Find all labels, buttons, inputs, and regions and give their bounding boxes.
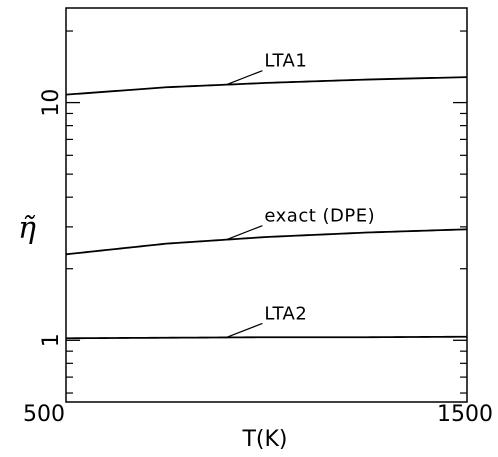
x-tick-label: 1500 [437, 402, 493, 427]
x-axis-label: T(K) [241, 427, 287, 452]
tick-labels: 1 10 500 1500 [23, 89, 493, 427]
label-leaders [226, 70, 263, 338]
leader-line [226, 70, 263, 86]
plot-frame [65, 7, 468, 403]
x-tick-label: 500 [23, 402, 65, 427]
curve-labels: LTA1 exact (DPE) LTA2 [264, 51, 375, 325]
y-tick-label: 10 [39, 89, 64, 117]
y-tick-label: 1 [39, 333, 64, 347]
curve-label: LTA1 [264, 51, 307, 72]
leader-line [226, 225, 263, 241]
y-axis-label: η̃ [18, 211, 36, 246]
minor-ticks [66, 30, 467, 394]
leader-line [226, 322, 263, 338]
series-line [65, 335, 468, 340]
major-ticks [66, 101, 467, 341]
plot-frame-group [65, 7, 468, 403]
series-line [65, 76, 468, 96]
curve-label: LTA2 [264, 303, 307, 324]
data-series [65, 76, 468, 340]
curve-label: exact (DPE) [264, 206, 375, 227]
series-line [65, 228, 468, 256]
